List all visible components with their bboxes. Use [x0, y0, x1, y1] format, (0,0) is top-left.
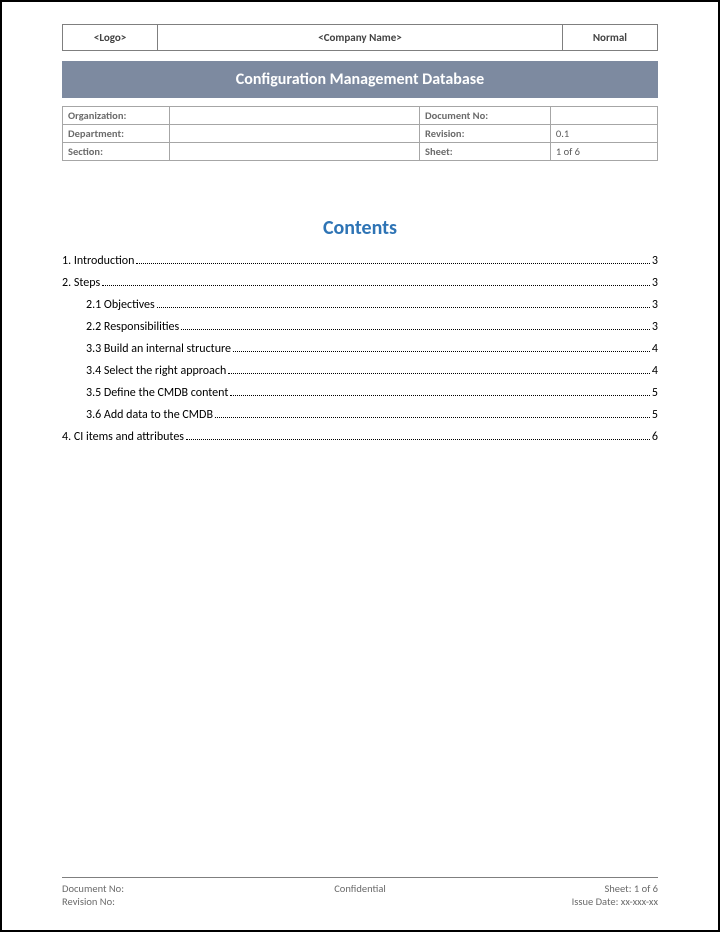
toc-label: 4. CI items and attributes	[62, 428, 184, 446]
toc-leader	[181, 329, 650, 330]
meta-label: Organization:	[63, 107, 170, 125]
page-footer: Document No: Confidential Sheet: 1 of 6 …	[62, 877, 658, 908]
toc-page: 4	[652, 340, 658, 358]
meta-value	[170, 143, 420, 161]
toc-leader	[136, 263, 650, 264]
footer-issue-date: Issue Date: xx-xxx-xx	[459, 895, 658, 908]
toc-leader	[233, 351, 650, 352]
header-table: <Logo> <Company Name> Normal	[62, 24, 658, 51]
meta-value	[170, 107, 420, 125]
toc-entry: 3.5 Define the CMDB content 5	[62, 384, 658, 402]
document-title: Configuration Management Database	[62, 61, 658, 98]
meta-label: Department:	[63, 125, 170, 143]
footer-confidential: Confidential	[261, 882, 460, 895]
meta-value: 1 of 6	[550, 143, 657, 161]
header-company: <Company Name>	[158, 25, 563, 51]
toc-leader	[102, 285, 650, 286]
meta-label: Sheet:	[419, 143, 550, 161]
toc-label: 3.3 Build an internal structure	[86, 340, 231, 358]
toc-entry: 3.6 Add data to the CMDB 5	[62, 406, 658, 424]
toc-label: 3.4 Select the right approach	[86, 362, 226, 380]
footer-rule	[62, 877, 658, 878]
meta-table: Organization: Document No: Department: R…	[62, 106, 658, 161]
toc-entry: 2.1 Objectives 3	[62, 296, 658, 314]
toc-page: 5	[652, 406, 658, 424]
page-content: <Logo> <Company Name> Normal Configurati…	[2, 24, 718, 446]
toc-leader	[186, 439, 650, 440]
footer-blank	[261, 895, 460, 908]
table-of-contents: 1. Introduction 3 2. Steps 3 2.1 Objectives 3…	[62, 252, 658, 446]
meta-label: Document No:	[419, 107, 550, 125]
toc-leader	[230, 395, 650, 396]
toc-page: 3	[652, 274, 658, 292]
toc-entry: 2.2 Responsibilities 3	[62, 318, 658, 336]
toc-entry: 3.3 Build an internal structure 4	[62, 340, 658, 358]
toc-page: 3	[652, 252, 658, 270]
toc-entry: 4. CI items and attributes 6	[62, 428, 658, 446]
toc-entry: 3.4 Select the right approach 4	[62, 362, 658, 380]
toc-label: 3.5 Define the CMDB content	[86, 384, 228, 402]
toc-label: 3.6 Add data to the CMDB	[86, 406, 213, 424]
toc-label: 1. Introduction	[62, 252, 134, 270]
footer-sheet: Sheet: 1 of 6	[459, 882, 658, 895]
toc-page: 3	[652, 296, 658, 314]
toc-leader	[215, 417, 650, 418]
toc-page: 5	[652, 384, 658, 402]
meta-value: 0.1	[550, 125, 657, 143]
meta-label: Revision:	[419, 125, 550, 143]
toc-label: 2.2 Responsibilities	[86, 318, 179, 336]
meta-label: Section:	[63, 143, 170, 161]
toc-leader	[228, 373, 650, 374]
header-status: Normal	[562, 25, 657, 51]
toc-label: 2. Steps	[62, 274, 100, 292]
toc-leader	[157, 307, 650, 308]
header-logo: <Logo>	[63, 25, 158, 51]
toc-page: 6	[652, 428, 658, 446]
footer-doc-no: Document No:	[62, 882, 261, 895]
meta-value	[550, 107, 657, 125]
meta-row: Organization: Document No:	[63, 107, 658, 125]
document-page: <Logo> <Company Name> Normal Configurati…	[0, 0, 720, 932]
footer-revision: Revision No:	[62, 895, 261, 908]
contents-heading: Contents	[62, 216, 658, 240]
toc-entry: 1. Introduction 3	[62, 252, 658, 270]
meta-value	[170, 125, 420, 143]
toc-label: 2.1 Objectives	[86, 296, 155, 314]
toc-page: 4	[652, 362, 658, 380]
meta-row: Section: Sheet: 1 of 6	[63, 143, 658, 161]
toc-entry: 2. Steps 3	[62, 274, 658, 292]
toc-page: 3	[652, 318, 658, 336]
meta-row: Department: Revision: 0.1	[63, 125, 658, 143]
